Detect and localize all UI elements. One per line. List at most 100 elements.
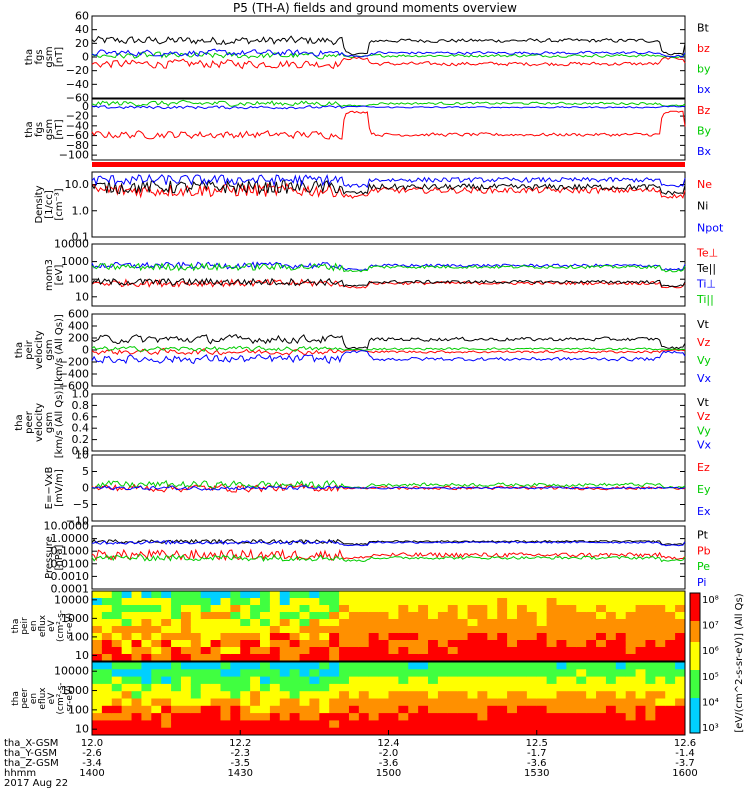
spectrogram-cell	[289, 669, 301, 678]
y-tick-label: 10000	[54, 593, 89, 606]
spectrogram-cell	[615, 598, 627, 606]
spectrogram-cell	[566, 619, 577, 627]
ephemeris-value: -2.0	[379, 748, 399, 759]
spectrogram-cell	[576, 683, 587, 692]
spectrogram-cell	[625, 662, 637, 670]
spectrogram-cell	[329, 691, 340, 699]
colorbar-cell	[690, 715, 700, 720]
spectrogram-cell	[329, 698, 340, 707]
spectrogram-cell	[289, 676, 301, 685]
spectrogram-cell	[111, 647, 123, 655]
y-tick-label: 10.0000	[44, 520, 90, 533]
spectrogram-cell	[675, 669, 686, 678]
y-tick-label: 100	[68, 630, 89, 643]
spectrogram-cell	[596, 713, 607, 721]
spectrogram-cell	[299, 640, 310, 648]
spectrogram-cell	[161, 605, 172, 613]
spectrogram-cell	[428, 713, 439, 721]
spectrogram-cell	[161, 691, 172, 699]
spectrogram-cell	[210, 691, 221, 699]
spectrogram-cell	[358, 662, 370, 670]
spectrogram-cell	[388, 654, 399, 662]
spectrogram-cell	[437, 713, 449, 721]
spectrogram-cell	[625, 727, 637, 736]
spectrogram-cell	[190, 691, 202, 699]
spectrogram-cell	[526, 691, 538, 699]
spectrogram-cell	[141, 619, 152, 627]
spectrogram-cell	[428, 619, 439, 627]
spectrogram-cell	[190, 654, 202, 662]
y-axis-label: gsm	[44, 119, 55, 140]
y-tick-label: 100	[68, 703, 89, 716]
y-tick-label: 10	[75, 723, 89, 736]
spectrogram-cell	[665, 654, 676, 662]
spectrogram-cell	[348, 676, 360, 685]
spectrogram-cell	[260, 705, 271, 714]
y-axis-label: [nT]	[54, 119, 65, 139]
spectrogram-cell	[388, 612, 399, 620]
spectrogram-cell	[526, 647, 538, 655]
spectrogram-cell	[398, 633, 409, 641]
spectrogram-cell	[576, 647, 587, 655]
spectrogram-cell	[92, 640, 103, 648]
spectrogram-cell	[546, 647, 558, 655]
spectrogram-cell	[467, 705, 478, 714]
panel-frame-4	[91, 313, 686, 387]
colorbar-cell	[690, 680, 700, 685]
series-line-bz	[91, 56, 686, 70]
spectrogram-cell	[210, 720, 221, 729]
spectrogram-cell	[309, 669, 320, 678]
y-axis-label: [eV]	[54, 265, 65, 286]
spectrogram-cell	[319, 591, 330, 599]
colorbar-cell	[690, 652, 700, 657]
spectrogram-cell	[675, 612, 686, 620]
spectrogram-cell	[497, 669, 508, 678]
legend-entry: Te⊥	[696, 247, 718, 260]
spectrogram-cell	[507, 698, 518, 707]
spectrogram-cell	[171, 669, 182, 678]
spectrogram-cell	[615, 705, 627, 714]
spectrogram-cell	[358, 591, 370, 599]
spectrogram-cell	[348, 619, 360, 627]
spectrogram-cell	[329, 705, 340, 714]
spectrogram-cell	[111, 598, 123, 606]
spectrogram-cell	[111, 591, 123, 599]
spectrogram-cell	[477, 633, 488, 641]
spectrogram-cell	[161, 633, 172, 641]
spectrogram-cell	[635, 626, 646, 634]
spectrogram-cell	[339, 713, 350, 721]
spectrogram-cell	[260, 669, 271, 678]
spectrogram-cell	[586, 605, 597, 613]
series-line-Vz	[91, 347, 686, 356]
spectrogram-cell	[171, 647, 182, 655]
y-tick-label: −100	[59, 149, 89, 162]
spectrogram-cell	[329, 662, 340, 670]
spectrogram-cell	[121, 654, 133, 662]
spectrogram-cell	[675, 713, 686, 721]
spectrogram-cell	[131, 698, 142, 707]
spectrogram-cell	[536, 605, 548, 613]
spectrogram-cell	[230, 691, 241, 699]
y-tick-label: −200	[59, 356, 89, 369]
spectrogram-cell	[289, 705, 301, 714]
spectrogram-cell	[289, 598, 301, 606]
spectrogram-cell	[220, 720, 231, 729]
spectrogram-cell	[546, 720, 558, 729]
spectrogram-cell	[665, 713, 676, 721]
spectrogram-cell	[516, 727, 528, 736]
spectrogram-cell	[546, 605, 558, 613]
spectrogram-cell	[279, 720, 291, 729]
spectrogram-cell	[92, 691, 103, 699]
spectrogram-cell	[586, 691, 597, 699]
y-tick-label: 20	[75, 37, 89, 50]
spectrogram-cell	[101, 669, 113, 678]
spectrogram-cell	[675, 619, 686, 627]
spectrogram-cell	[220, 598, 231, 606]
spectrogram-cell	[319, 669, 330, 678]
spectrogram-cell	[467, 662, 478, 670]
spectrogram-cell	[437, 691, 449, 699]
y-tick-label: −60	[66, 129, 89, 142]
spectrogram-cell	[586, 683, 597, 692]
spectrogram-cell	[635, 662, 646, 670]
spectrogram-cell	[596, 633, 607, 641]
